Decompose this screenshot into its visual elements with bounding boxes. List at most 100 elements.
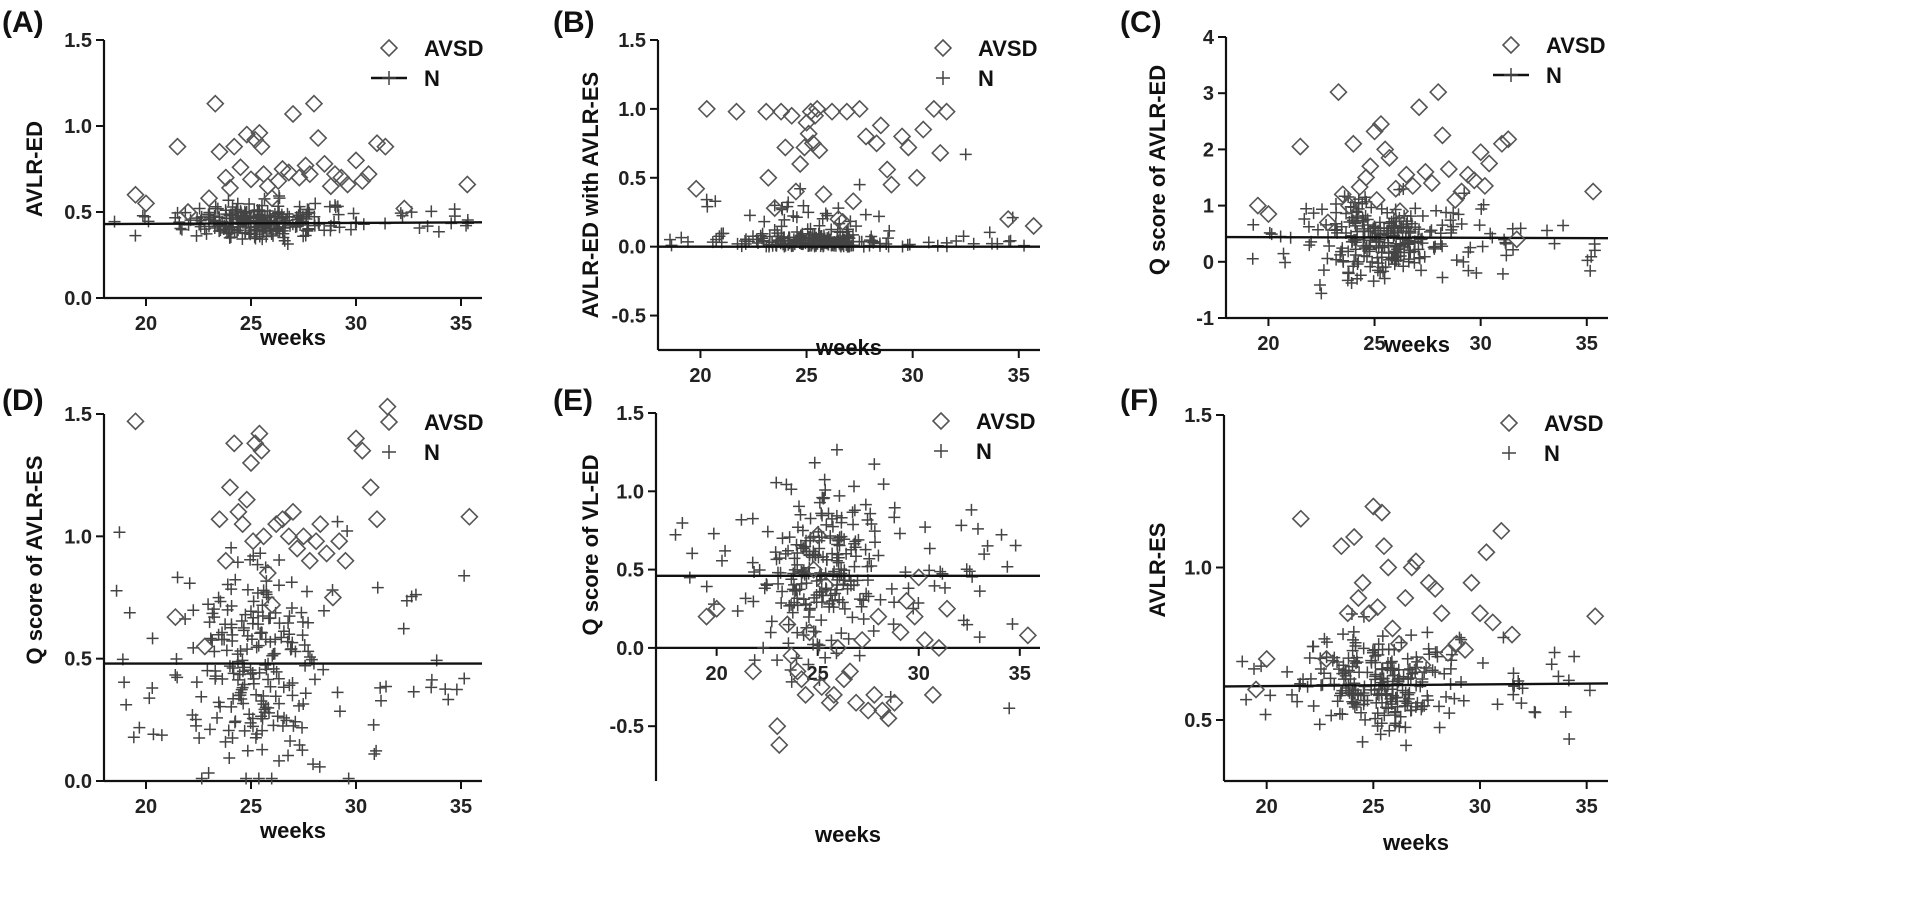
x-tick-label: 20	[1257, 333, 1279, 355]
n-point	[293, 738, 306, 751]
avsd-point	[1403, 176, 1422, 196]
avsd-point	[317, 544, 336, 563]
n-point	[1424, 225, 1436, 238]
n-point	[1382, 643, 1395, 656]
n-point	[1353, 666, 1366, 679]
avsd-point	[460, 507, 479, 526]
n-point	[147, 728, 160, 741]
avsd-point	[1483, 613, 1502, 632]
avsd-point	[1368, 598, 1387, 617]
x-tick-label: 30	[902, 365, 924, 387]
n-point	[142, 215, 155, 228]
avsd-point	[1438, 643, 1458, 663]
avsd-point	[206, 94, 225, 113]
n-point	[1298, 212, 1311, 225]
avsd-point	[336, 551, 355, 570]
n-point	[271, 710, 284, 723]
n-point	[281, 635, 294, 648]
n-point	[1348, 654, 1361, 667]
n-point	[1404, 246, 1417, 259]
n-point	[240, 772, 253, 785]
n-point	[1358, 249, 1371, 262]
avsd-point	[359, 165, 378, 184]
n-point	[1344, 229, 1357, 242]
n-point	[812, 641, 825, 654]
avsd-point	[804, 560, 823, 579]
n-point	[276, 211, 289, 224]
n-point	[1389, 691, 1402, 704]
n-point	[262, 673, 275, 686]
panel-label: (E)	[553, 384, 593, 417]
y-tick-label: 0.0	[618, 237, 646, 259]
n-point	[253, 215, 266, 228]
avsd-point	[262, 595, 282, 614]
n-point	[249, 731, 262, 744]
n-point	[936, 567, 949, 580]
n-point	[1457, 255, 1470, 268]
n-point	[1376, 630, 1389, 643]
avsd-point	[799, 124, 818, 143]
n-point	[110, 584, 123, 597]
avsd-point	[168, 137, 187, 156]
avsd-point	[859, 701, 878, 720]
n-point	[202, 598, 215, 611]
chart-panel-3: (C) -1 0 1 2 3 4 20 25 30 35 weeks Q score of AVLR-E…	[1120, 6, 1609, 357]
n-point	[269, 690, 282, 703]
n-point	[1372, 638, 1385, 651]
n-point	[1285, 688, 1298, 701]
n-point	[1264, 689, 1277, 702]
n-point	[127, 731, 140, 744]
n-point	[1248, 662, 1261, 675]
n-point	[1356, 735, 1369, 748]
n-point	[802, 658, 815, 671]
n-point	[796, 524, 809, 537]
n-point	[1318, 632, 1331, 645]
n-point	[1394, 249, 1407, 262]
n-point	[818, 491, 831, 504]
n-point	[308, 673, 321, 686]
legend-avsd-marker	[379, 412, 399, 432]
n-point	[810, 596, 823, 609]
avsd-point	[873, 701, 892, 720]
n-point	[1307, 640, 1320, 653]
n-point	[1330, 206, 1343, 219]
n-point	[833, 539, 846, 552]
n-point	[771, 654, 784, 667]
x-tick-label: 25	[240, 796, 262, 818]
n-point	[1444, 662, 1457, 675]
n-point	[1367, 275, 1380, 288]
n-point	[307, 758, 320, 771]
n-point	[850, 220, 863, 233]
n-point	[715, 227, 728, 240]
n-point	[665, 239, 678, 252]
n-point	[300, 585, 313, 598]
avsd-point	[1475, 176, 1495, 196]
n-point	[848, 504, 861, 517]
n-point	[189, 713, 202, 726]
n-point	[776, 585, 789, 598]
avsd-point	[1386, 179, 1405, 198]
avsd-point	[311, 514, 330, 534]
avsd-point	[1318, 213, 1338, 232]
x-tick-label: 20	[706, 663, 728, 685]
n-point	[203, 723, 216, 736]
n-point	[341, 524, 354, 537]
n-point	[804, 512, 817, 525]
avsd-point	[254, 527, 273, 546]
avsd-point	[1383, 619, 1402, 638]
avsd-point	[937, 102, 956, 121]
n-point	[190, 229, 203, 242]
n-point	[1389, 203, 1402, 216]
n-point	[209, 664, 222, 677]
n-point	[903, 238, 916, 251]
n-point	[1329, 217, 1342, 230]
n-point	[1334, 248, 1347, 261]
n-point	[1349, 696, 1362, 709]
n-point	[267, 719, 280, 732]
n-point	[252, 639, 265, 652]
n-point	[775, 596, 788, 609]
n-point	[252, 772, 265, 785]
avsd-point	[1376, 140, 1395, 159]
n-point	[874, 593, 887, 606]
n-point	[960, 563, 973, 576]
